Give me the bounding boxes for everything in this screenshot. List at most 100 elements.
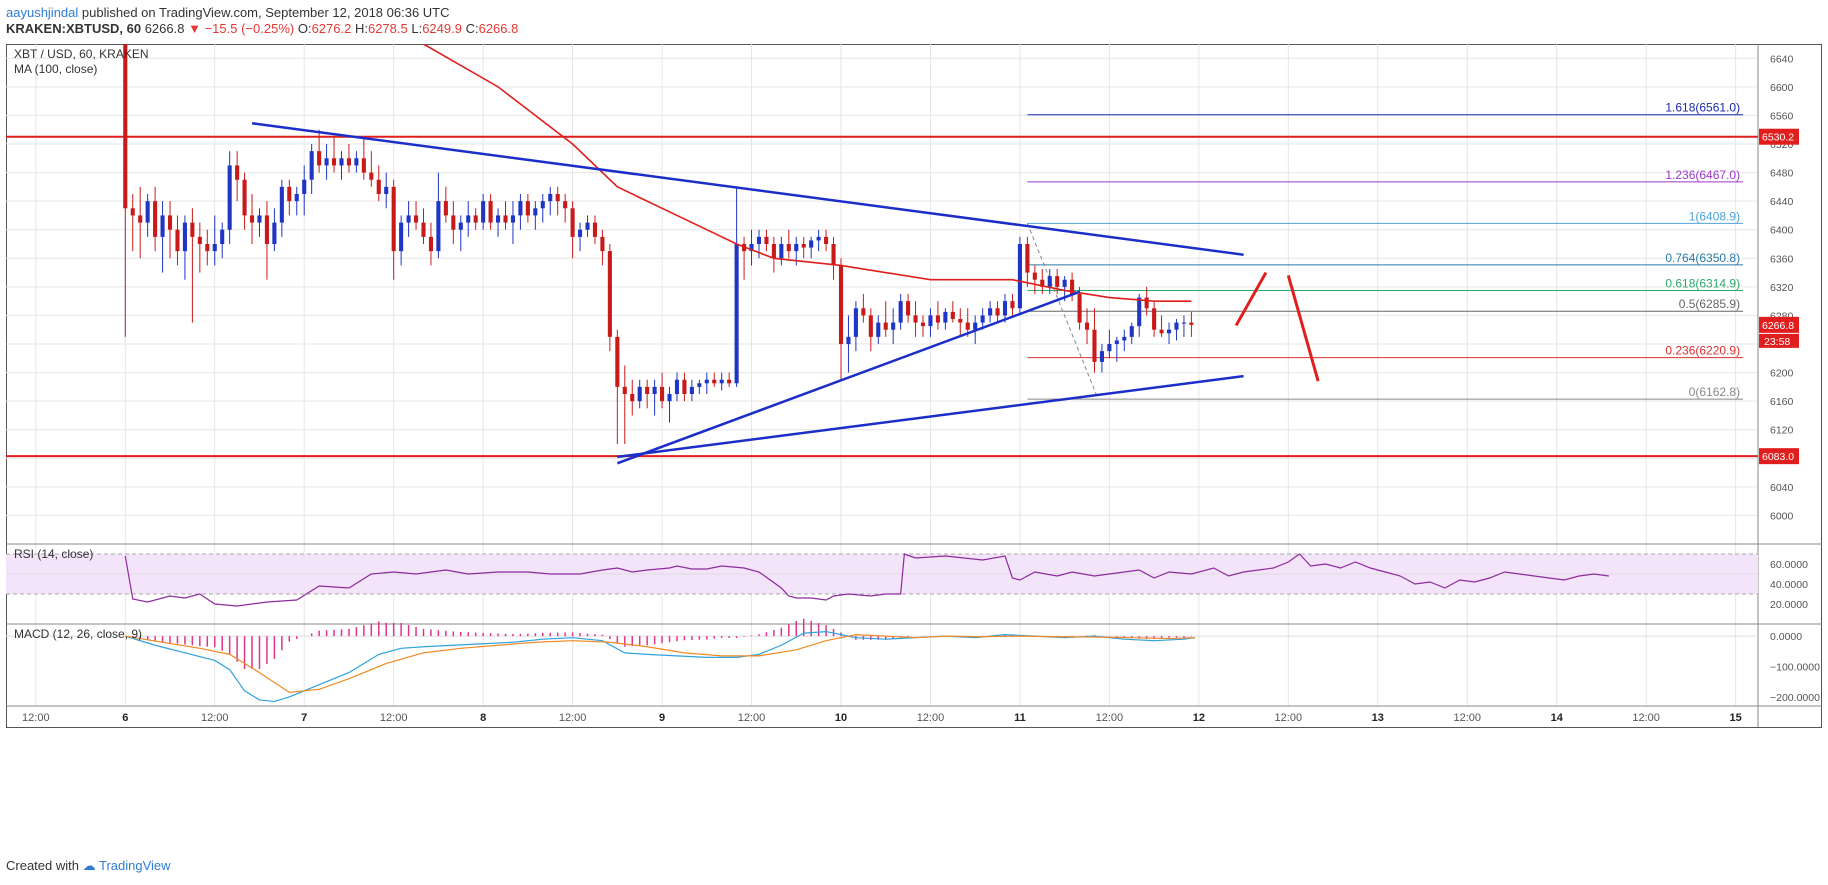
candle-body: [249, 215, 255, 223]
candle-body: [190, 222, 195, 237]
candle-body: [369, 172, 374, 180]
time-tick-label: 12: [1193, 712, 1205, 724]
chart-header: aayushjindal published on TradingView.co…: [0, 0, 1828, 40]
y-tick-label: 6000: [1770, 510, 1794, 522]
candle-body: [205, 244, 210, 252]
candle-body: [1084, 322, 1090, 330]
candle-body: [436, 201, 441, 252]
candle-body: [630, 394, 635, 402]
down-arrow-icon: ▼: [188, 21, 201, 36]
candle-body: [920, 322, 926, 327]
candle-body: [734, 244, 739, 384]
open-label: O:: [297, 21, 312, 36]
candle-body: [123, 44, 128, 209]
macd-signal-line: [125, 634, 1196, 693]
candle-body: [622, 386, 627, 394]
candle-body: [235, 165, 240, 180]
time-tick-label: 12:00: [1453, 712, 1481, 724]
y-tick-label: 6120: [1770, 425, 1794, 437]
candle-body: [1107, 344, 1112, 352]
fib-level-label: 0.5(6285.9): [1679, 297, 1740, 311]
candle-body: [689, 386, 694, 394]
macd-legend: MACD (12, 26, close, 9): [14, 627, 142, 641]
candle-body: [980, 315, 985, 323]
close-value: 6266.8: [478, 21, 519, 36]
candle-body: [1040, 279, 1045, 287]
candle-body: [883, 322, 888, 330]
candle-body: [771, 244, 776, 259]
candle-body: [510, 215, 516, 223]
candle-body: [682, 379, 687, 394]
time-tick-label: 12:00: [1096, 712, 1124, 724]
chart-frame[interactable]: 6000604060806120616062006240628063206360…: [6, 43, 1822, 849]
last-price: 6266.8: [144, 21, 185, 36]
level-price-badge: [1759, 448, 1799, 465]
candle-body: [652, 386, 657, 394]
rsi-tick-label: 40.0000: [1770, 579, 1808, 591]
level-price-label: 6530.2: [1762, 132, 1794, 144]
trendline: [616, 290, 1081, 465]
tradingview-logo-icon: ☁: [82, 858, 96, 873]
low-value: 6249.9: [422, 21, 462, 36]
candle-body: [928, 315, 933, 327]
ma-100-line: [423, 43, 1192, 302]
fib-level-label: 1.618(6561.0): [1665, 101, 1740, 115]
candle-body: [809, 240, 814, 248]
quote-line: KRAKEN:XBTUSD, 60 6266.8 ▼ −15.5 (−0.25%…: [6, 21, 518, 36]
candle-body: [1062, 279, 1067, 287]
candle-body: [592, 222, 598, 237]
chart-border: [6, 44, 1822, 728]
fib-level-label: 0.764(6350.8): [1665, 251, 1740, 265]
chart-svg[interactable]: 6000604060806120616062006240628063206360…: [6, 43, 1822, 849]
candle-body: [988, 308, 993, 316]
y-tick-label: 6320: [1770, 282, 1794, 294]
candle-body: [876, 322, 881, 337]
candle-body: [264, 215, 269, 244]
candle-body: [406, 215, 411, 223]
candle-body: [555, 194, 560, 202]
time-tick-label: 11: [1014, 712, 1026, 724]
candle-body: [756, 236, 762, 244]
candle-body: [227, 165, 232, 230]
candle-body: [1181, 322, 1186, 324]
candle-body: [220, 229, 225, 244]
published-text: published on TradingView.com, September …: [81, 5, 450, 20]
time-tick-label: 12:00: [738, 712, 766, 724]
candle-body: [428, 236, 434, 252]
y-tick-label: 6040: [1770, 482, 1794, 494]
candle-body: [891, 322, 896, 330]
candle-body: [481, 201, 486, 223]
candle-body: [182, 222, 187, 252]
candle-body: [935, 315, 940, 323]
candle-body: [197, 236, 202, 244]
candle-body: [242, 179, 247, 216]
candle-body: [943, 311, 948, 323]
high-label: H:: [354, 21, 368, 36]
tradingview-brand[interactable]: TradingView: [99, 858, 171, 873]
candle-body: [637, 386, 642, 402]
candle-body: [585, 222, 590, 230]
candle-body: [1032, 272, 1037, 280]
publish-line: aayushjindal published on TradingView.co…: [6, 5, 450, 20]
candle-body: [1122, 336, 1127, 341]
candle-body: [615, 336, 620, 387]
candle-body: [563, 201, 568, 209]
candle-body: [853, 308, 858, 337]
candle-body: [794, 244, 799, 252]
low-label: L:: [411, 21, 423, 36]
candle-body: [361, 158, 366, 173]
time-tick-label: 12:00: [559, 712, 587, 724]
candle-body: [816, 236, 821, 241]
y-tick-label: 6160: [1770, 396, 1794, 408]
candle-body: [1174, 322, 1179, 330]
trendline: [251, 122, 1244, 256]
candle-body: [354, 158, 359, 166]
candle-body: [413, 215, 419, 223]
macd-tick-label: −200.0000: [1770, 692, 1820, 704]
author-link[interactable]: aayushjindal: [6, 5, 79, 20]
candle-body: [831, 244, 836, 266]
candle-body: [145, 201, 150, 223]
candle-body: [779, 244, 784, 259]
candle-body: [645, 386, 650, 394]
candle-body: [1159, 329, 1164, 334]
